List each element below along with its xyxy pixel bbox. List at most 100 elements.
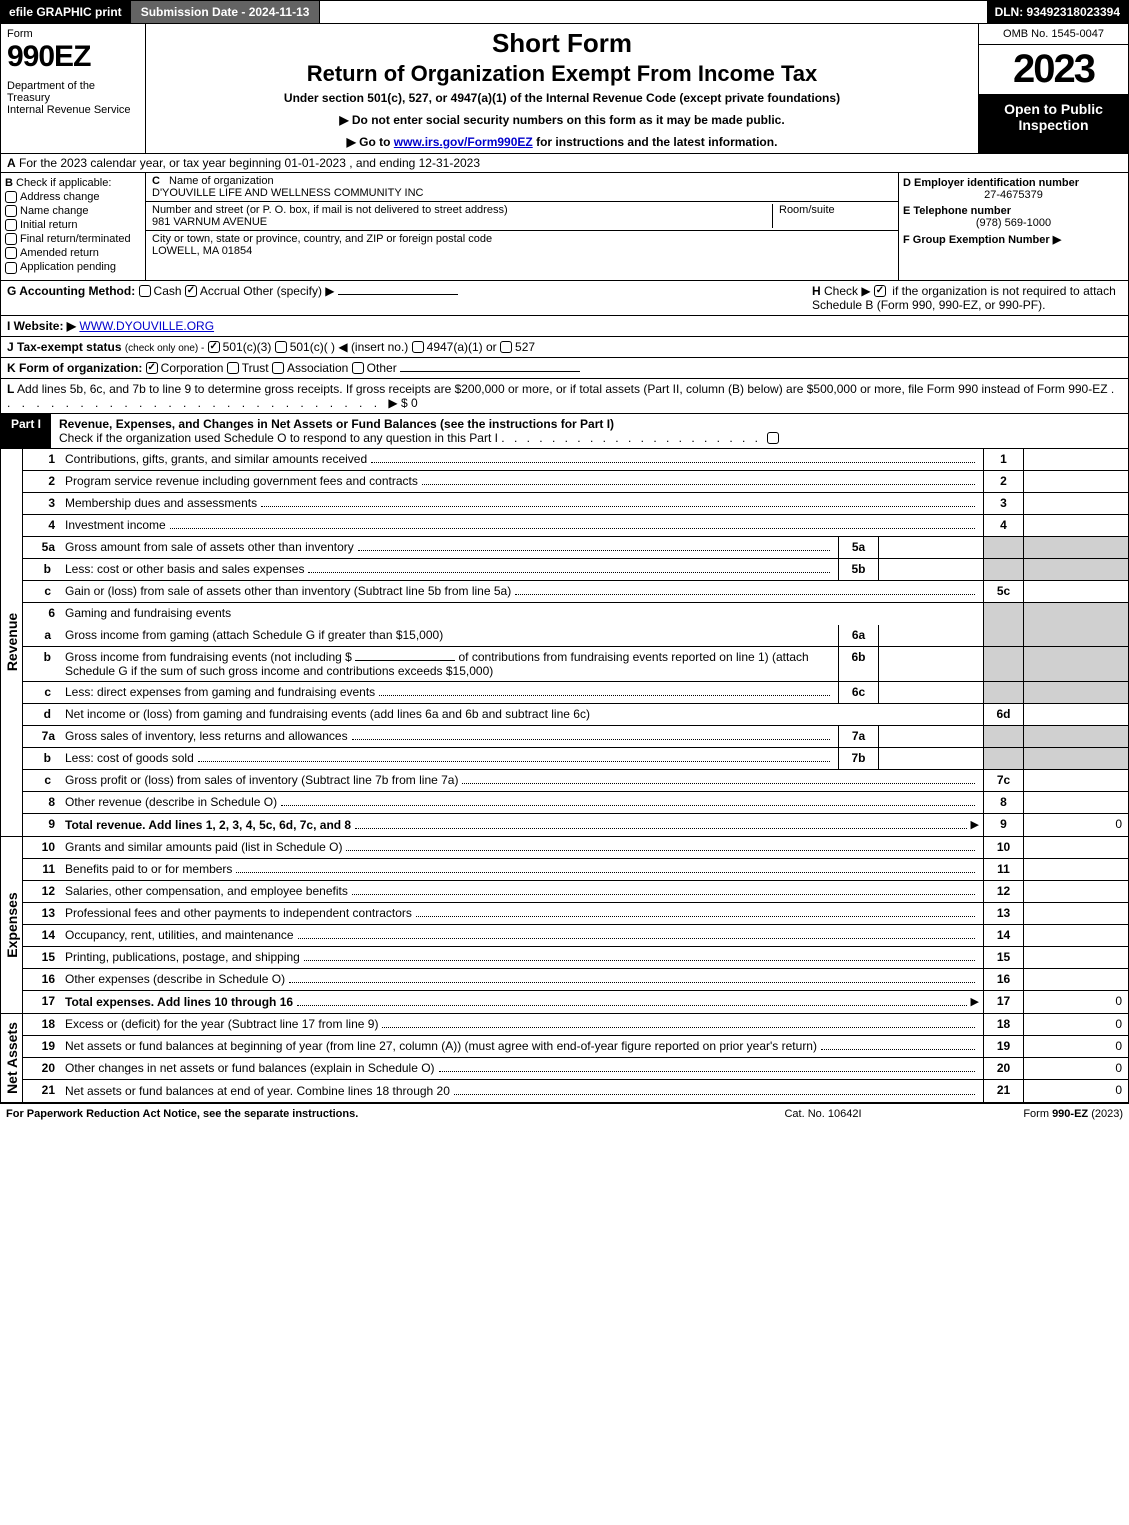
line-num: 18	[23, 1014, 61, 1035]
line-rval	[1023, 682, 1128, 703]
h-text1: Check ▶	[824, 284, 871, 298]
checkbox-icon[interactable]	[767, 432, 779, 444]
chk-amended-return[interactable]: Amended return	[5, 247, 141, 259]
c-label: C	[152, 175, 160, 187]
checkbox-icon[interactable]	[412, 341, 424, 353]
line-rnum: 6d	[983, 704, 1023, 725]
checkbox-icon[interactable]	[275, 341, 287, 353]
line-rnum	[983, 748, 1023, 769]
j-opt4: 527	[515, 340, 535, 354]
line-num: 9	[23, 814, 61, 836]
checkbox-icon[interactable]	[874, 285, 886, 297]
city-value: LOWELL, MA 01854	[152, 245, 252, 257]
line-text: Contributions, gifts, grants, and simila…	[65, 452, 367, 466]
website-link[interactable]: WWW.DYOUVILLE.ORG	[79, 319, 214, 333]
info-block: B Check if applicable: Address change Na…	[0, 173, 1129, 281]
line-desc: Excess or (deficit) for the year (Subtra…	[61, 1014, 983, 1035]
goto-post: for instructions and the latest informat…	[533, 135, 778, 149]
line-rval: 0	[1023, 1036, 1128, 1057]
line-desc: Net assets or fund balances at end of ye…	[61, 1080, 983, 1102]
line-rval	[1023, 925, 1128, 946]
line-rnum	[983, 726, 1023, 747]
chk-initial-return[interactable]: Initial return	[5, 219, 141, 231]
header-right: OMB No. 1545-0047 2023 Open to Public In…	[978, 24, 1128, 153]
checkbox-icon[interactable]	[5, 205, 17, 217]
line-rnum: 21	[983, 1080, 1023, 1102]
chk-address-change[interactable]: Address change	[5, 191, 141, 203]
row-a-label: A	[7, 156, 16, 170]
checkbox-icon[interactable]	[208, 341, 220, 353]
line-text: Total expenses. Add lines 10 through 16	[65, 995, 293, 1009]
line-text: Gross income from gaming (attach Schedul…	[65, 628, 443, 642]
line-text: Net assets or fund balances at beginning…	[65, 1039, 817, 1053]
line-rnum: 7c	[983, 770, 1023, 791]
line-rval	[1023, 859, 1128, 880]
b-label: B	[5, 177, 13, 189]
checkbox-icon[interactable]	[352, 362, 364, 374]
line-rval	[1023, 515, 1128, 536]
line-text: Salaries, other compensation, and employ…	[65, 884, 348, 898]
col-d: D Employer identification number27-46753…	[898, 173, 1128, 280]
efile-label[interactable]: efile GRAPHIC print	[1, 1, 131, 23]
line-6b: bGross income from fundraising events (n…	[23, 647, 1128, 682]
line-5c: cGain or (loss) from sale of assets othe…	[23, 581, 1128, 603]
line-rval	[1023, 493, 1128, 514]
sub-val	[878, 559, 983, 580]
chk-label: Amended return	[20, 247, 99, 259]
irs-link[interactable]: www.irs.gov/Form990EZ	[394, 135, 533, 149]
sub-num: 5b	[838, 559, 878, 580]
sub-val	[878, 625, 983, 646]
line-rnum: 18	[983, 1014, 1023, 1035]
line-num: 6	[23, 603, 61, 625]
line-text: Occupancy, rent, utilities, and maintena…	[65, 928, 294, 942]
line-num: 7a	[23, 726, 61, 747]
line-num: 20	[23, 1058, 61, 1079]
ein-row: D Employer identification number27-46753…	[903, 177, 1124, 201]
line-text1: Gross income from fundraising events (no…	[65, 650, 352, 664]
line-8: 8Other revenue (describe in Schedule O)8	[23, 792, 1128, 814]
l-label: L	[7, 382, 14, 396]
line-text: Net assets or fund balances at end of ye…	[65, 1084, 450, 1098]
line-rnum: 5c	[983, 581, 1023, 602]
checkbox-icon[interactable]	[5, 233, 17, 245]
checkbox-icon[interactable]	[272, 362, 284, 374]
line-rnum: 11	[983, 859, 1023, 880]
line-20: 20Other changes in net assets or fund ba…	[23, 1058, 1128, 1080]
checkbox-icon[interactable]	[146, 362, 158, 374]
arrow-icon: ▶	[971, 818, 979, 831]
line-6c: cLess: direct expenses from gaming and f…	[23, 682, 1128, 704]
line-text: Gross amount from sale of assets other t…	[65, 540, 354, 554]
chk-name-change[interactable]: Name change	[5, 205, 141, 217]
line-text: Net income or (loss) from gaming and fun…	[65, 707, 590, 721]
line-desc: Other revenue (describe in Schedule O)	[61, 792, 983, 813]
col-c: C Name of organization D'YOUVILLE LIFE A…	[146, 173, 898, 280]
line-rnum: 8	[983, 792, 1023, 813]
checkbox-icon[interactable]	[500, 341, 512, 353]
checkbox-icon[interactable]	[5, 262, 17, 274]
line-7c: cGross profit or (loss) from sales of in…	[23, 770, 1128, 792]
checkbox-icon[interactable]	[185, 285, 197, 297]
row-k: K Form of organization: Corporation Trus…	[0, 358, 1129, 379]
k-trust: Trust	[242, 361, 269, 375]
header-center: Short Form Return of Organization Exempt…	[146, 24, 978, 153]
checkbox-icon[interactable]	[227, 362, 239, 374]
line-6: 6Gaming and fundraising events	[23, 603, 1128, 625]
checkbox-icon[interactable]	[5, 191, 17, 203]
line-7a: 7aGross sales of inventory, less returns…	[23, 726, 1128, 748]
line-12: 12Salaries, other compensation, and empl…	[23, 881, 1128, 903]
checkbox-icon[interactable]	[5, 219, 17, 231]
line-desc: Gross amount from sale of assets other t…	[61, 537, 838, 558]
line-text: Less: cost or other basis and sales expe…	[65, 562, 304, 576]
checkbox-icon[interactable]	[139, 285, 151, 297]
line-rnum: 1	[983, 449, 1023, 470]
chk-final-return[interactable]: Final return/terminated	[5, 233, 141, 245]
line-14: 14Occupancy, rent, utilities, and mainte…	[23, 925, 1128, 947]
netassets-content: 18Excess or (deficit) for the year (Subt…	[23, 1014, 1128, 1102]
checkbox-icon[interactable]	[5, 247, 17, 259]
line-desc: Membership dues and assessments	[61, 493, 983, 514]
line-text: Professional fees and other payments to …	[65, 906, 412, 920]
line-num: b	[23, 559, 61, 580]
chk-application-pending[interactable]: Application pending	[5, 261, 141, 273]
line-desc: Net assets or fund balances at beginning…	[61, 1036, 983, 1057]
line-rval	[1023, 471, 1128, 492]
